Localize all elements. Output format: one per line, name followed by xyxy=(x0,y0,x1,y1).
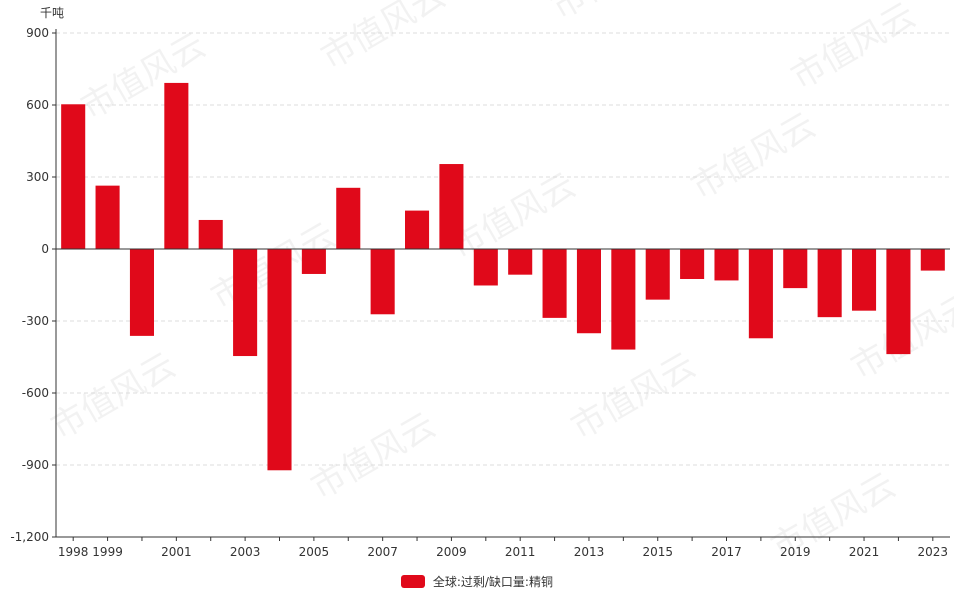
y-tick-label: -900 xyxy=(22,458,49,472)
bar-2006 xyxy=(336,188,360,249)
x-tick-label: 2023 xyxy=(918,545,949,559)
x-tick-label: 1998 xyxy=(58,545,89,559)
x-tick-label: 2013 xyxy=(574,545,605,559)
bar-2008 xyxy=(405,211,429,249)
x-tick-label: 2015 xyxy=(642,545,673,559)
bar-2019 xyxy=(783,249,807,288)
y-axis-unit-label: 千吨 xyxy=(40,4,64,21)
bar-2014 xyxy=(611,249,635,350)
bar-2020 xyxy=(818,249,842,317)
watermark-text: 市值风云 xyxy=(785,0,923,98)
x-tick-label: 2001 xyxy=(161,545,192,559)
y-tick-label: -1,200 xyxy=(10,530,49,544)
bar-2000 xyxy=(130,249,154,336)
y-tick-label: -600 xyxy=(22,386,49,400)
bar-2017 xyxy=(714,249,738,280)
bar-2016 xyxy=(680,249,704,279)
bar-2007 xyxy=(371,249,395,314)
bar-2011 xyxy=(508,249,532,275)
bar-1999 xyxy=(96,186,120,249)
y-tick-label: 0 xyxy=(41,242,49,256)
bar-2009 xyxy=(439,164,463,249)
x-tick-label: 2005 xyxy=(299,545,330,559)
legend[interactable]: 全球:过剩/缺口量:精铜 xyxy=(0,573,954,590)
bar-2010 xyxy=(474,249,498,285)
x-tick-label: 2019 xyxy=(780,545,811,559)
bar-2021 xyxy=(852,249,876,311)
watermark-text: 市值风云 xyxy=(315,0,453,78)
y-tick-label: 600 xyxy=(26,98,49,112)
y-tick-label: 900 xyxy=(26,26,49,40)
watermark-text: 市值风云 xyxy=(75,25,213,128)
bar-2013 xyxy=(577,249,601,333)
bar-2022 xyxy=(886,249,910,354)
watermark-text: 市值风云 xyxy=(685,105,823,208)
x-tick-label: 2011 xyxy=(505,545,536,559)
bar-2002 xyxy=(199,220,223,249)
watermark-text: 市值风云 xyxy=(45,345,183,448)
bar-1998 xyxy=(61,104,85,249)
bar-2012 xyxy=(543,249,567,318)
bar-2005 xyxy=(302,249,326,274)
legend-swatch xyxy=(401,575,425,588)
bar-2023 xyxy=(921,249,945,271)
x-tick-label: 2009 xyxy=(436,545,467,559)
bar-2003 xyxy=(233,249,257,356)
bar-2001 xyxy=(164,83,188,249)
legend-label: 全球:过剩/缺口量:精铜 xyxy=(433,575,553,589)
bar-2018 xyxy=(749,249,773,338)
bar-2004 xyxy=(267,249,291,470)
y-tick-label: 300 xyxy=(26,170,49,184)
x-tick-label: 2021 xyxy=(849,545,880,559)
watermark-text: 市值风云 xyxy=(305,405,443,508)
y-tick-label: -300 xyxy=(22,314,49,328)
watermark-text: 市值风云 xyxy=(565,345,703,448)
x-tick-label: 2017 xyxy=(711,545,742,559)
x-tick-label: 1999 xyxy=(92,545,123,559)
x-tick-label: 2003 xyxy=(230,545,261,559)
x-tick-label: 2007 xyxy=(367,545,398,559)
bar-2015 xyxy=(646,249,670,300)
watermark-text: 市值风云 xyxy=(545,0,683,28)
